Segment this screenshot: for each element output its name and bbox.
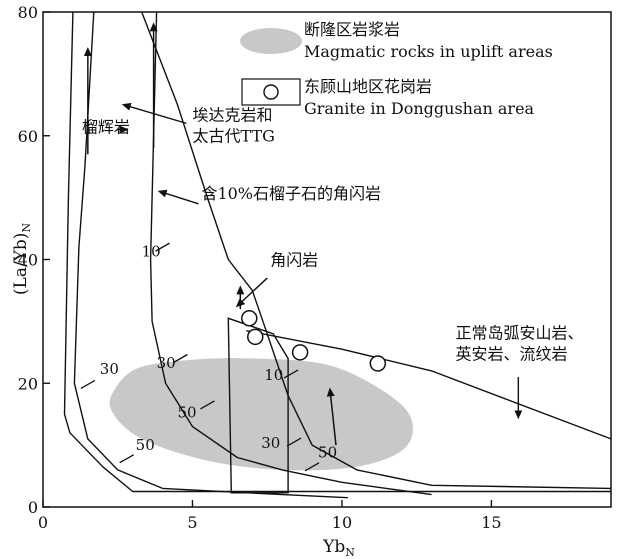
annotation-line: 角闪岩 [270, 251, 318, 270]
curve-tick-6 [286, 437, 302, 447]
annotation-4: 正常岛弧安山岩、英安岩、流纹岩 [456, 324, 584, 364]
x-axis-title-main: Yb [322, 537, 345, 557]
curve-normal-arc [246, 330, 612, 440]
curve-tick-7 [304, 462, 320, 472]
y-axis-title-sub: N [20, 223, 33, 233]
y-tick-label: 80 [18, 3, 38, 22]
curve-tick-label-5: 10 [264, 366, 283, 384]
x-tick-label: 0 [38, 513, 48, 532]
y-tick-label: 60 [18, 127, 38, 146]
annotation-line: 正常岛弧安山岩、 [456, 324, 584, 343]
x-axis-title-sub: N [345, 546, 355, 559]
legend-circle-label-en: Granite in Donggushan area [304, 99, 535, 118]
field-box [227, 317, 289, 494]
curve-tick-1 [119, 454, 135, 464]
y-axis-title-main: (La/Yb) [11, 233, 31, 296]
legend: 断隆区岩浆岩 Magmatic rocks in uplift areas 东顾… [240, 20, 553, 118]
shaded-region-uplift-magmatic [109, 358, 413, 471]
curve-tick-label-0: 30 [100, 360, 119, 378]
annotation-line: 埃达克岩和 [192, 105, 272, 124]
curve-tick-label-1: 50 [136, 436, 155, 454]
curve-tick-label-7: 50 [318, 444, 337, 462]
granite-point [291, 344, 309, 361]
annotation-pointer-3 [235, 277, 268, 308]
curve-tick-0 [80, 379, 96, 390]
annotation-line: 含10%石榴子石的角闪岩 [201, 184, 381, 203]
curve-tick-2 [155, 242, 170, 252]
granite-point [247, 328, 264, 346]
curve-tick-label-2: 10 [142, 242, 161, 260]
x-tick-label: 5 [187, 513, 197, 532]
granite-point [369, 355, 387, 372]
legend-circle-marker [263, 84, 279, 100]
curve-tick-5 [283, 369, 299, 379]
y-tick-label: 40 [18, 251, 38, 270]
annotation-line: 英安岩、流纹岩 [456, 345, 568, 364]
legend-circle-label-cn: 东顾山地区花岗岩 [304, 77, 432, 96]
annotation-line: 太古代TTG [192, 126, 274, 145]
curve-tick-4 [200, 400, 215, 410]
annotation-2: 含10%石榴子石的角闪岩 [201, 184, 381, 203]
late-arrow [326, 387, 337, 446]
granite-point [241, 310, 258, 327]
y-axis-title: (La/Yb)N [11, 223, 33, 296]
annotation-pointer-1 [121, 102, 187, 125]
legend-shade-label-en: Magmatic rocks in uplift areas [304, 42, 553, 61]
annotation-line: 榴辉岩 [82, 118, 130, 137]
x-tick-label: 10 [332, 513, 352, 532]
curve-tick-label-4: 50 [178, 403, 197, 421]
curve-tick-3 [173, 353, 188, 364]
annotation-3: 角闪岩 [270, 251, 318, 270]
legend-shade-swatch [240, 28, 302, 54]
x-axis-title: YbN [322, 537, 355, 559]
curve-garnet-amphibole [149, 11, 432, 496]
x-tick-label: 15 [481, 513, 501, 532]
curve-tick-label-3: 30 [157, 354, 176, 372]
annotation-pointer-2 [157, 189, 199, 205]
y-tick-label: 20 [18, 374, 38, 393]
curve-garnet-melting [63, 11, 611, 493]
curve-amphibole [141, 11, 612, 490]
annotation-1: 埃达克岩和太古代TTG [192, 105, 274, 145]
curve-tick-label-6: 30 [261, 434, 280, 452]
y-tick-label: 0 [28, 498, 38, 517]
legend-shade-label-cn: 断隆区岩浆岩 [304, 20, 400, 39]
annotation-0: 榴辉岩 [82, 118, 130, 137]
